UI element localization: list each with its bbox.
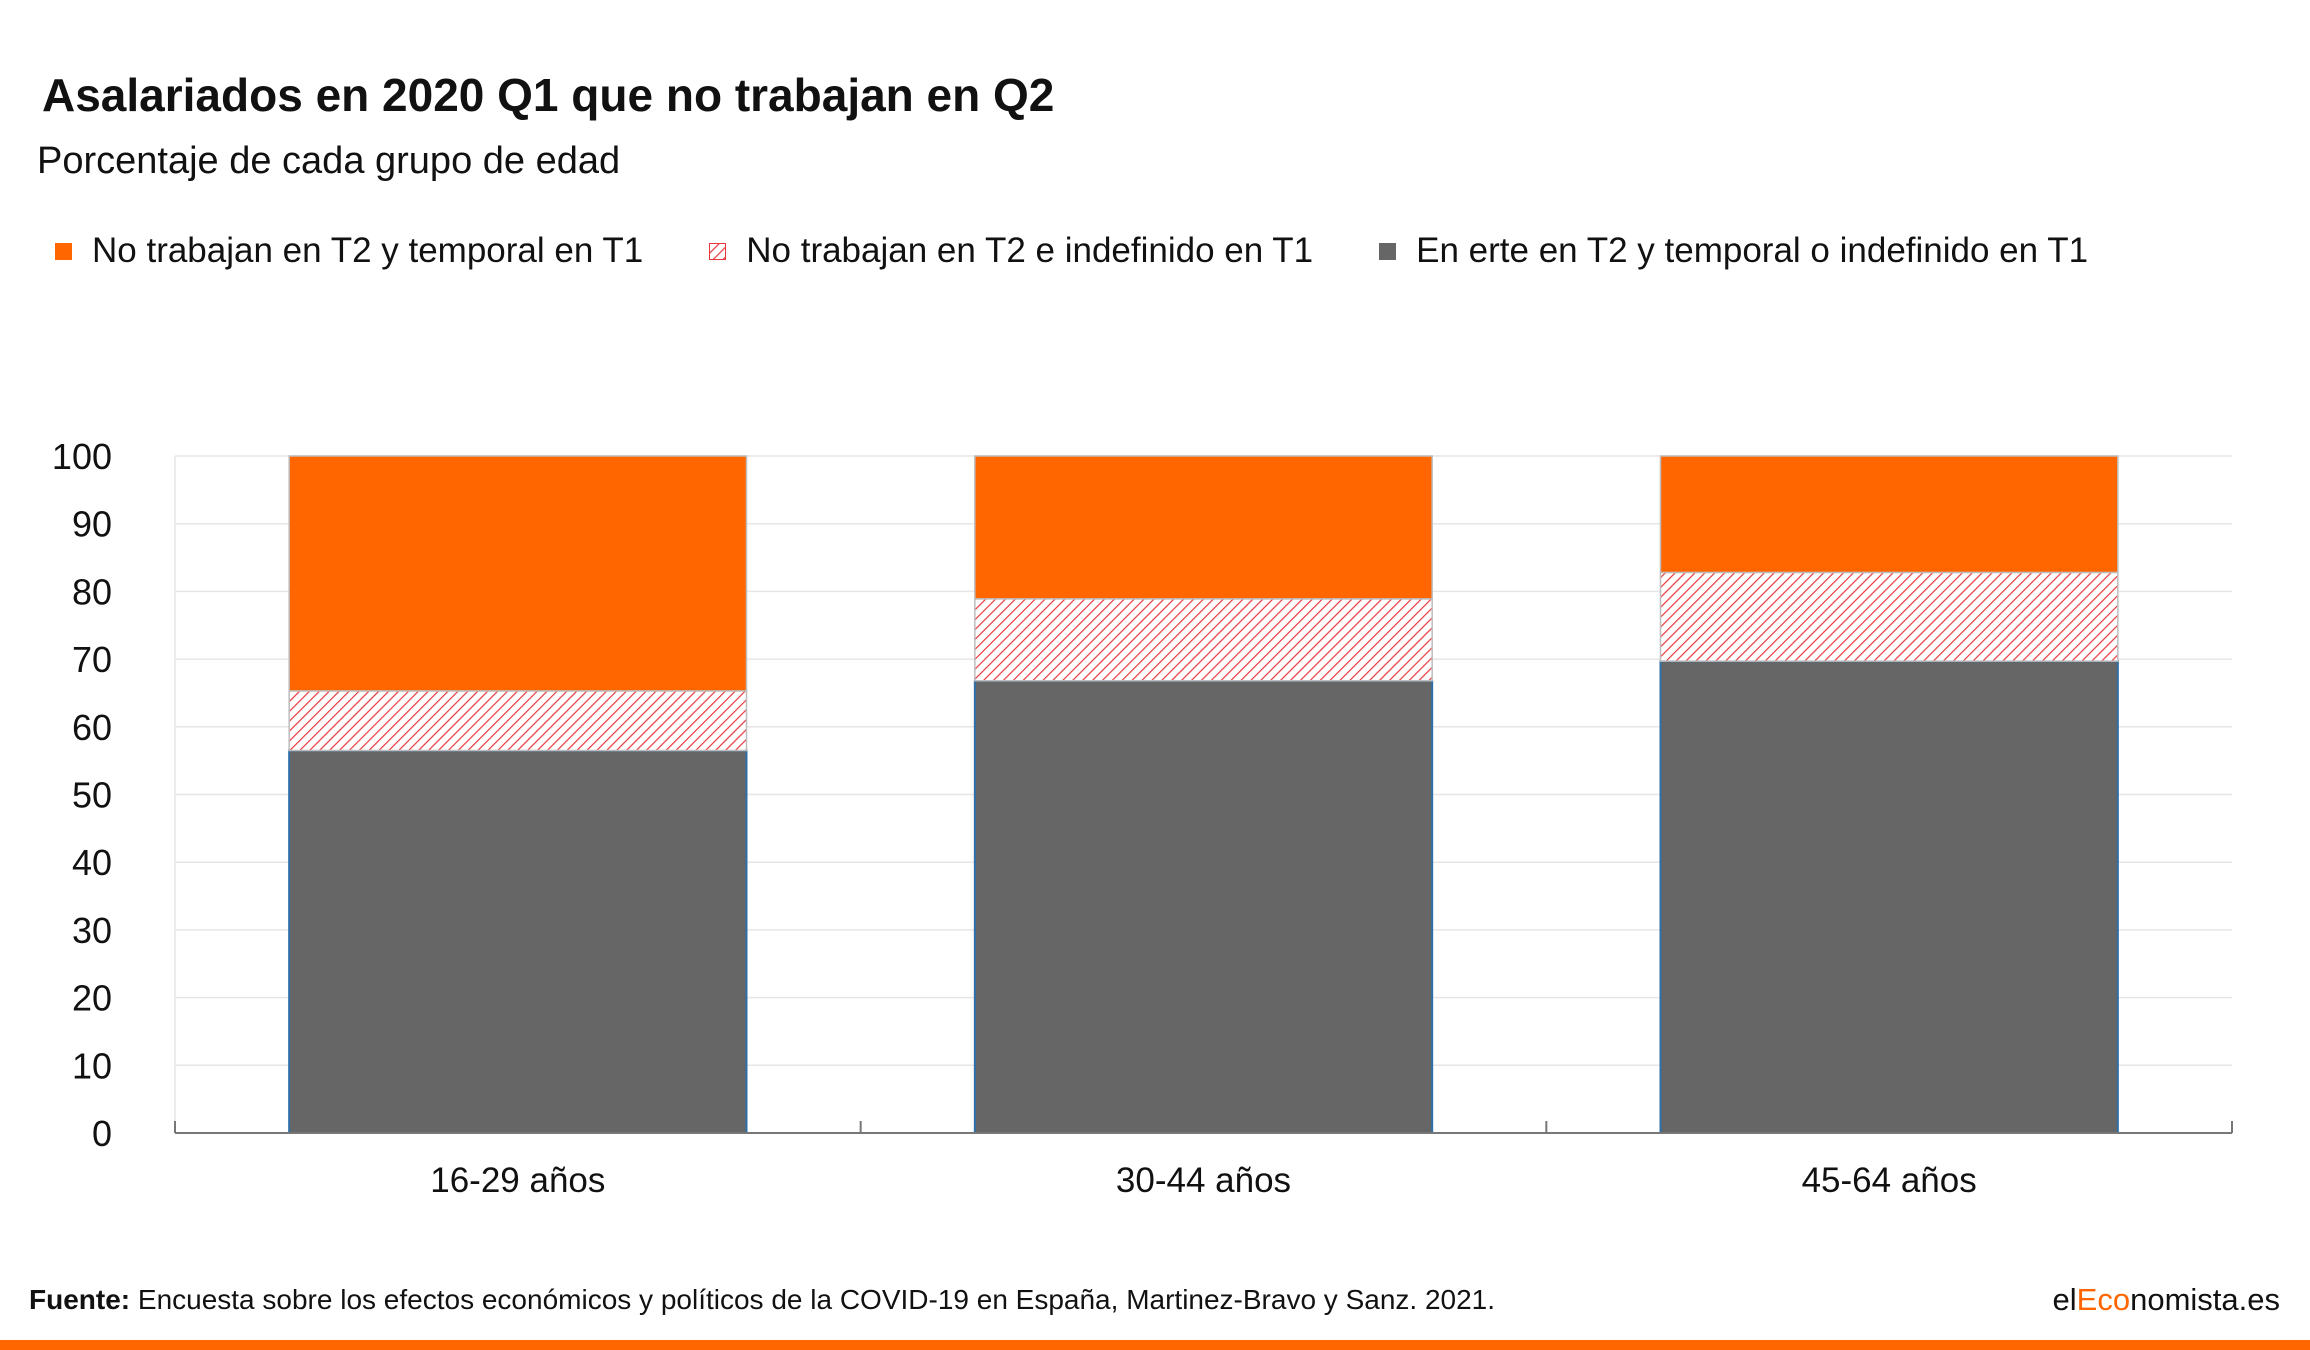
x-tick-label: 45-64 años: [1802, 1161, 1977, 1200]
bar-segment-orange: [974, 455, 1433, 600]
bar-segment-gray: [1659, 660, 2119, 1134]
brand-accent: Eco: [2076, 1282, 2131, 1317]
legend-item-indefinido: No trabajan en T2 e indefinido en T1: [709, 231, 1313, 271]
legend-item-erte: En erte en T2 y temporal o indefinido en…: [1379, 231, 2088, 271]
bar-segment-gray: [288, 749, 748, 1134]
legend-label-temporal: No trabajan en T2 y temporal en T1: [92, 231, 644, 270]
x-tick-label: 16-29 años: [430, 1161, 605, 1200]
y-tick-label: 50: [72, 775, 112, 816]
axes: 0 10 20 30 40 50 60 70 80 90 100 16-29 años 30-44 añ…: [52, 436, 2233, 1200]
bars: [288, 455, 2119, 1134]
chart-subtitle: Porcentaje de cada grupo de edad: [37, 140, 621, 182]
bottom-accent-bar: [0, 1340, 2310, 1350]
source-label: Fuente:: [29, 1284, 131, 1315]
brand-logo[interactable]: elEconomista.es: [2053, 1282, 2280, 1318]
bar-segment-gray: [973, 679, 1434, 1134]
legend-item-temporal: No trabajan en T2 y temporal en T1: [55, 231, 643, 271]
y-tick-label: 70: [72, 639, 112, 680]
bar-segment-orange: [288, 455, 748, 692]
stacked-bar-chart: 0 10 20 30 40 50 60 70 80 90 100 16-29 años 30-44 añ…: [52, 436, 2233, 1200]
y-tick-label: 20: [72, 978, 112, 1019]
x-tick-label: 30-44 años: [1116, 1161, 1291, 1200]
legend-swatch-orange: [55, 242, 72, 260]
legend-swatch-orange-fill: [55, 242, 72, 260]
legend-label-erte: En erte en T2 y temporal o indefinido en…: [1416, 231, 2089, 270]
legend-label-indefinido: No trabajan en T2 e indefinido en T1: [746, 231, 1314, 270]
bar-segment-hatched: [288, 690, 748, 752]
legend-swatch-gray-fill: [1379, 242, 1397, 260]
y-tick-label: 90: [72, 504, 112, 545]
source-text: Encuesta sobre los efectos económicos y …: [130, 1284, 1496, 1315]
y-tick-label: 80: [72, 571, 112, 612]
legend-swatch-gray: [1379, 242, 1397, 260]
y-tick-label: 0: [92, 1113, 112, 1154]
brand-suffix: nomista.es: [2130, 1282, 2280, 1317]
chart-legend: No trabajan en T2 y temporal en T1 No tr…: [55, 226, 2154, 276]
y-tick-label: 10: [72, 1045, 112, 1086]
legend-swatch-hatched: [709, 242, 727, 260]
legend-swatch-hatched-fill: [709, 242, 727, 260]
brand-prefix: el: [2052, 1282, 2077, 1317]
y-tick-label: 60: [72, 707, 112, 748]
chart-title: Asalariados en 2020 Q1 que no trabajan e…: [42, 69, 1055, 121]
y-tick-label: 30: [72, 910, 112, 951]
bar-segment-hatched: [1659, 571, 2119, 662]
y-tick-label: 40: [72, 842, 112, 883]
bar-segment-hatched: [974, 598, 1433, 682]
y-tick-label: 100: [52, 436, 112, 477]
source-note: Fuente: Encuesta sobre los efectos econó…: [29, 1284, 1495, 1316]
bar-segment-orange: [1659, 455, 2119, 574]
